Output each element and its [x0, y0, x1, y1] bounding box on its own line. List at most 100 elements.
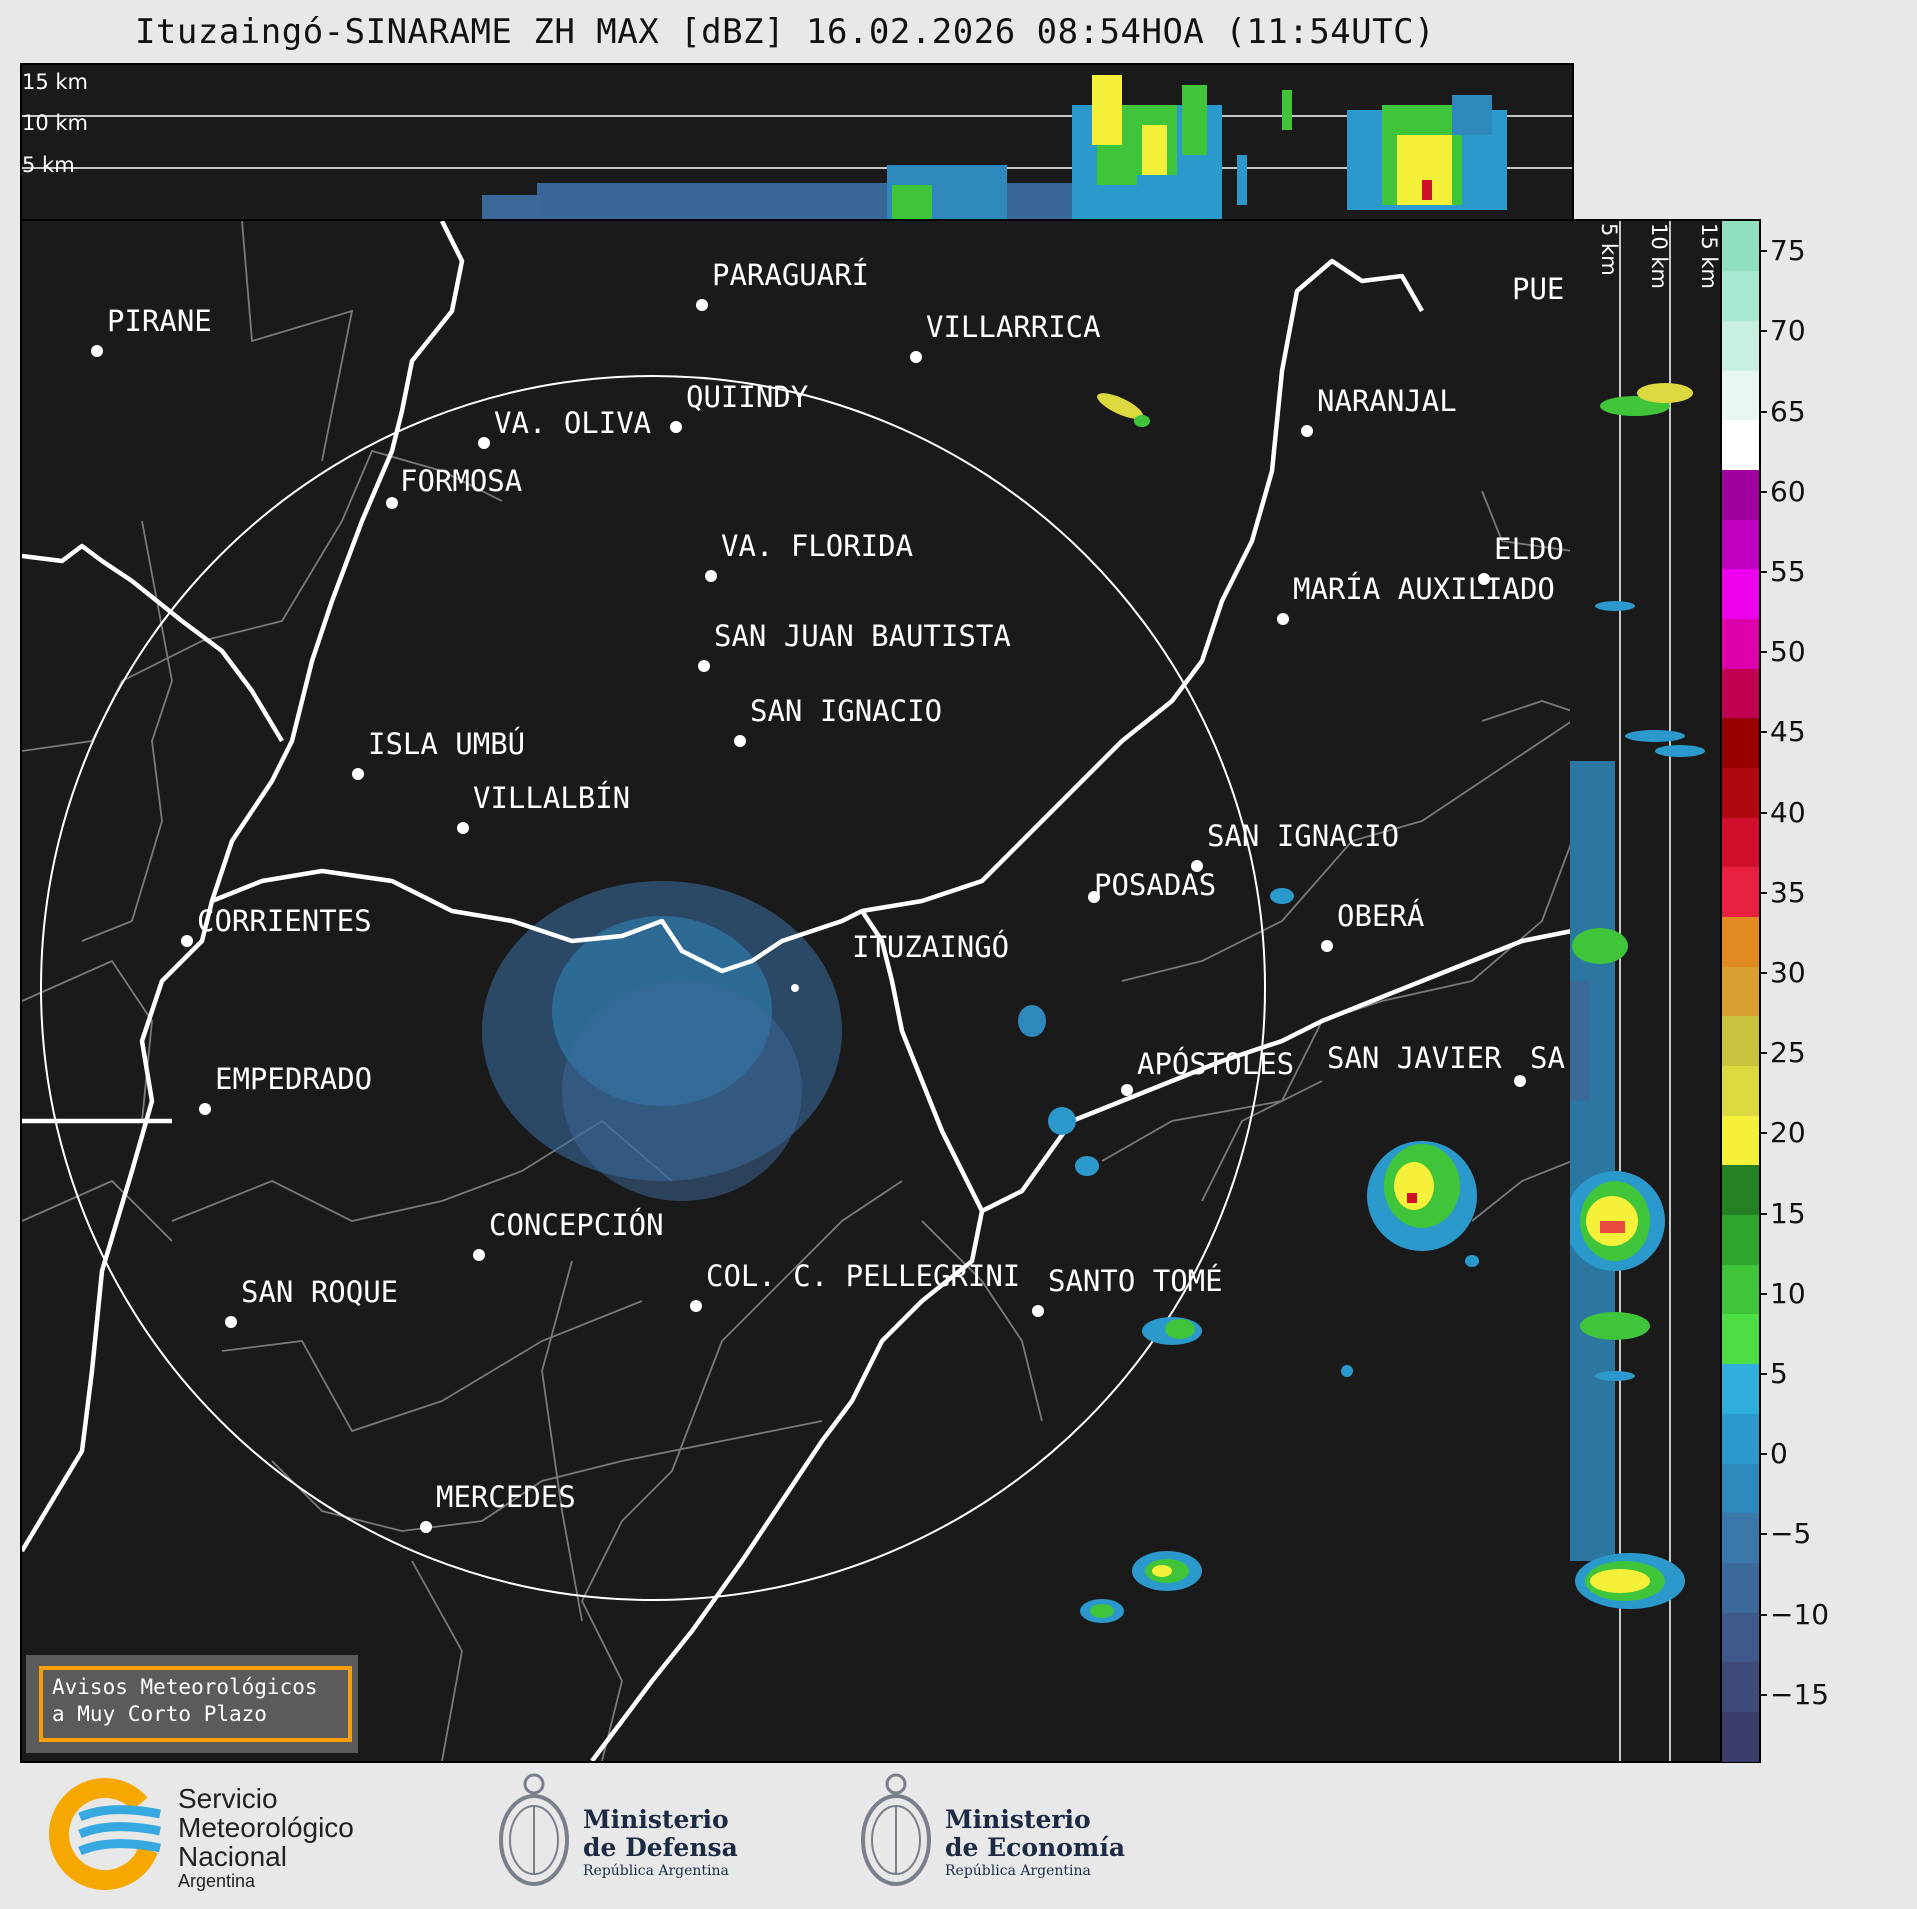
colorbar-segment [1722, 767, 1759, 818]
smn-line-2: Meteorológico [178, 1812, 354, 1843]
echo-cell [1572, 928, 1628, 964]
admin-border [271, 1420, 823, 1532]
city-marker [1121, 1084, 1133, 1096]
colorbar-tickmark [1759, 1212, 1767, 1215]
city-label-concepcion: CONCEPCIÓN [489, 1208, 664, 1242]
dbz-colorbar [1720, 219, 1761, 1763]
storm-cell [1270, 888, 1294, 904]
colorbar-segment [1722, 966, 1759, 1017]
city-marker [91, 345, 103, 357]
colorbar-segment [1722, 270, 1759, 321]
echo-cell-core [1600, 1221, 1625, 1233]
admin-border [1481, 490, 1572, 552]
footer-logos: Servicio Meteorológico Nacional Argentin… [0, 1762, 1917, 1909]
echo-cell [1237, 155, 1247, 205]
city-label-maria-auxiliadora: MARÍA AUXILIADO [1293, 572, 1555, 606]
colorbar-segment [1722, 1065, 1759, 1116]
side-alt-label-10km: 10 km [1647, 223, 1671, 290]
colorbar-tickmark [1759, 490, 1767, 493]
admin-border [221, 1300, 643, 1433]
colorbar-segment [1722, 1313, 1759, 1365]
city-marker [696, 299, 708, 311]
colorbar-tickmark [1759, 1453, 1767, 1456]
colorbar-tick-label: 50 [1770, 635, 1806, 669]
economia-line-3: República Argentina [945, 1863, 1091, 1879]
city-marker [910, 351, 922, 363]
city-label-corrientes: CORRIENTES [197, 904, 372, 938]
colorbar-tickmark [1759, 891, 1767, 894]
admin-border [22, 1179, 173, 1242]
storm-cell [1097, 393, 1143, 419]
colorbar-segment [1722, 866, 1759, 918]
city-marker [457, 822, 469, 834]
colorbar-tick-label: 20 [1770, 1116, 1806, 1150]
city-label-san-juan-bautista: SAN JUAN BAUTISTA [714, 619, 1011, 653]
colorbar-tickmark [1759, 1373, 1767, 1375]
echo-cell [1595, 601, 1635, 611]
ground-clutter [562, 981, 802, 1201]
economia-logo-text: Ministerio de Economía República Argenti… [945, 1806, 1125, 1880]
city-label-va-florida: VA. FLORIDA [721, 529, 913, 563]
colorbar-segment [1722, 1115, 1759, 1166]
colorbar-tickmark [1759, 1533, 1767, 1536]
colorbar-segment [1722, 1413, 1759, 1464]
colorbar-tick-label: 70 [1770, 314, 1806, 348]
page-title: Ituzaingó-SINARAME ZH MAX [dBZ] 16.02.20… [134, 12, 1436, 52]
radar-map-panel[interactable]: PARAGUARÍ VILLARRICA PIRANE QUIINDY VA. … [20, 219, 1574, 1763]
colorbar-tickmark [1759, 1613, 1767, 1616]
radar-site-marker [791, 984, 799, 992]
river-border [211, 868, 985, 1761]
colorbar-tick-label: 5 [1770, 1357, 1788, 1390]
colorbar-tickmark [1759, 250, 1767, 253]
storm-cell [1090, 1604, 1114, 1618]
colorbar-tickmark [1759, 811, 1767, 814]
colorbar-segment [1722, 320, 1759, 371]
radar-range-ring [40, 375, 1266, 1601]
colorbar-segment [1722, 1264, 1759, 1315]
admin-border [1201, 1080, 1323, 1202]
colorbar-segment [1722, 1363, 1759, 1414]
city-label-eldo: ELDO [1494, 532, 1564, 566]
colorbar-segment [1722, 1611, 1759, 1663]
colorbar-segment [1722, 717, 1759, 769]
storm-cell [1341, 1365, 1353, 1377]
colorbar-segment [1722, 370, 1759, 421]
colorbar-tickmark [1759, 971, 1767, 974]
colorbar-segment [1722, 1661, 1759, 1712]
storm-cell [1465, 1255, 1479, 1267]
colorbar-tickmark [1759, 651, 1767, 654]
colorbar-segment [1722, 419, 1759, 470]
city-label-paraguari: PARAGUARÍ [712, 258, 869, 292]
city-label-sa: SA [1530, 1041, 1565, 1075]
city-marker [1514, 1075, 1526, 1087]
city-label-col-pellegrini: COL. C. PELLEGRINI [706, 1259, 1020, 1293]
warning-notice-frame: Avisos Meteorológicos a Muy Corto Plazo [39, 1666, 352, 1742]
colorbar-segment [1722, 1462, 1759, 1514]
city-label-san-javier: SAN JAVIER [1327, 1041, 1502, 1075]
city-label-san-roque: SAN ROQUE [241, 1275, 398, 1309]
colorbar-tick-label: 0 [1770, 1437, 1788, 1471]
colorbar-tick-label: 30 [1770, 955, 1806, 989]
city-label-empedrado: EMPEDRADO [215, 1062, 372, 1096]
side-alt-label-5km: 5 km [1597, 223, 1621, 276]
defensa-logo-text: Ministerio de Defensa República Argentin… [583, 1806, 738, 1880]
city-label-quiindy: QUIINDY [686, 380, 808, 414]
colorbar-segment [1722, 519, 1759, 570]
city-label-posadas: POSADAS [1094, 868, 1216, 902]
defensa-seal-icon [499, 1773, 569, 1886]
notice-line-1: Avisos Meteorológicos [52, 1675, 318, 1699]
echo-cell [1282, 90, 1292, 130]
top-alt-label-15km: 15 km [22, 70, 89, 94]
city-marker [1032, 1305, 1044, 1317]
storm-cells [1018, 393, 1479, 1623]
storm-cell [1018, 1005, 1046, 1037]
city-marker [478, 437, 490, 449]
river-border [861, 258, 1424, 914]
city-label-ituzaingo: ITUZAINGÓ [852, 930, 1009, 964]
admin-border [81, 520, 173, 942]
smn-logo-text: Servicio Meteorológico Nacional Argentin… [178, 1784, 354, 1891]
echo-cell [1092, 75, 1122, 145]
storm-cell [1165, 1319, 1195, 1339]
admin-border [1481, 700, 1572, 722]
colorbar-tickmark [1759, 1693, 1767, 1696]
